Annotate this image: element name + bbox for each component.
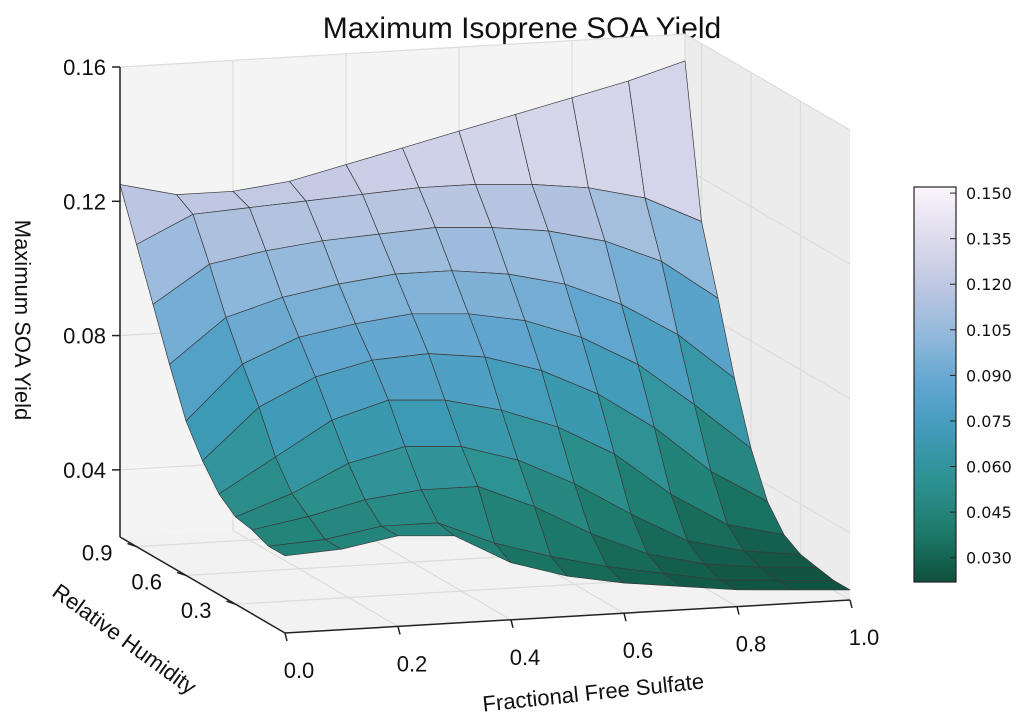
y-tick-label: 0.3 xyxy=(181,598,212,623)
grid-line xyxy=(232,529,399,627)
x-tick-label: 0.4 xyxy=(510,645,541,670)
x-tick-label: 0.0 xyxy=(284,658,315,683)
z-tick-label: 0.08 xyxy=(63,324,106,349)
colorbar: 0.030 0.045 0.060 0.075 0.090 0.105 0.120 0.135… xyxy=(913,184,1012,583)
z-tick-label: 0.12 xyxy=(63,189,106,214)
y-tick-label: 0.9 xyxy=(82,541,113,566)
x-tick-label: 0.6 xyxy=(623,638,654,663)
colorbar-tick-label: 0.075 xyxy=(966,412,1012,431)
colorbar-tick-label: 0.060 xyxy=(966,458,1012,477)
surface-patch xyxy=(776,579,851,591)
y-tick-label: 0.6 xyxy=(131,569,162,594)
colorbar-gradient xyxy=(913,186,957,583)
grid-line xyxy=(684,33,851,131)
x-tick-label: 0.2 xyxy=(397,651,428,676)
colorbar-tick-label: 0.135 xyxy=(966,230,1012,249)
x-axis-line xyxy=(284,599,851,634)
colorbar-tick-label: 0.030 xyxy=(966,549,1012,568)
grid-line xyxy=(684,167,851,265)
z-tick-label: 0.04 xyxy=(63,458,106,483)
x-axis-label: Fractional Free Sulfate xyxy=(481,668,705,713)
colorbar-tick-label: 0.150 xyxy=(966,184,1012,203)
colorbar-tick-label: 0.120 xyxy=(966,275,1012,294)
x-tick-mark xyxy=(284,632,288,642)
colorbar-tick-label: 0.105 xyxy=(966,321,1012,340)
y-tick-mark xyxy=(176,571,187,577)
x-tick-label: 0.8 xyxy=(736,632,767,657)
z-axis-label: Maximum SOA Yield xyxy=(10,220,35,421)
grid-line xyxy=(119,33,686,68)
y-axis-label: Relative Humidity xyxy=(48,579,201,700)
colorbar-tick-label: 0.045 xyxy=(966,503,1012,522)
x-tick-mark xyxy=(736,606,740,615)
y-tick-mark xyxy=(226,600,236,605)
y-axis-line xyxy=(119,536,286,634)
axis-lines xyxy=(119,67,851,634)
x-tick-mark xyxy=(397,626,401,635)
x-tick-mark xyxy=(849,599,853,609)
surface-mesh xyxy=(119,60,851,591)
y-tick-mark xyxy=(127,542,137,548)
colorbar-tick-label: 0.090 xyxy=(966,366,1012,385)
x-tick-mark xyxy=(623,613,627,622)
x-tick-label: 1.0 xyxy=(849,625,880,650)
z-tick-label: 0.16 xyxy=(63,55,106,80)
x-tick-mark xyxy=(510,619,514,628)
tick-labels: 0.0 0.2 0.4 0.6 0.8 1.0 0.3 0.6 0.9 0.04 0.08 0.12 0… xyxy=(63,55,879,683)
